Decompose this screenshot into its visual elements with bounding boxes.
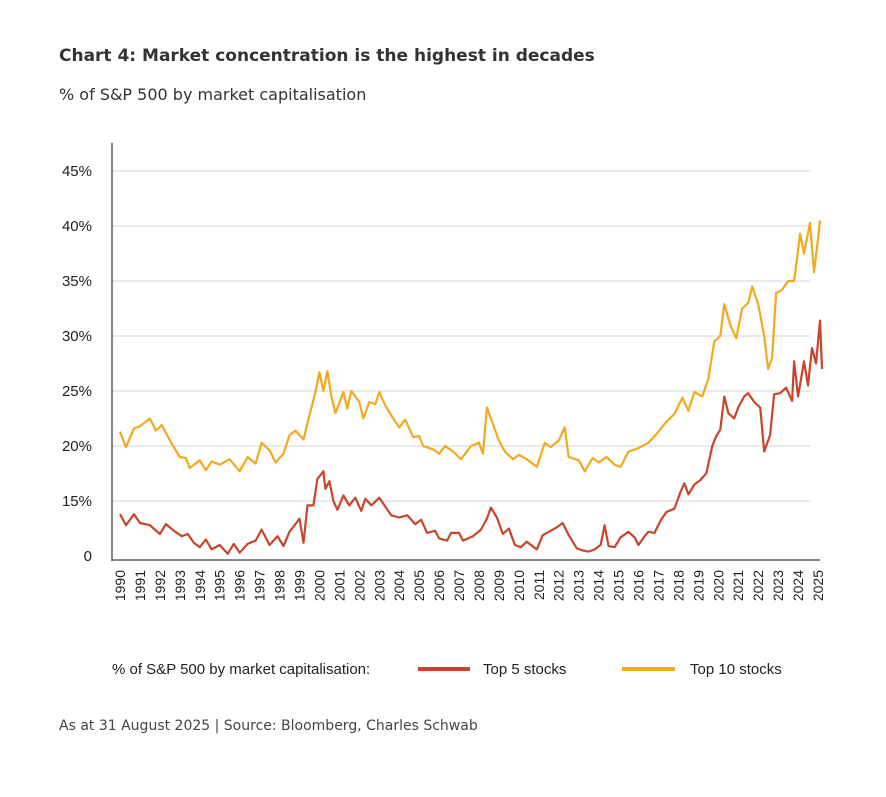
y-tick-labels: 0 15% 20% 25% 30% 35% 40% 45% bbox=[62, 163, 92, 565]
x-tick-label: 2005 bbox=[411, 570, 427, 601]
x-tick-label: 2012 bbox=[551, 570, 567, 601]
x-tick-label: 2002 bbox=[351, 570, 367, 601]
y-tick-label: 25% bbox=[62, 383, 92, 400]
x-tick-label: 2024 bbox=[790, 570, 806, 601]
legend-label-top5: Top 5 stocks bbox=[483, 661, 566, 678]
x-tick-label: 2004 bbox=[391, 570, 407, 601]
x-tick-label: 1997 bbox=[252, 570, 268, 601]
x-tick-label: 2020 bbox=[710, 570, 726, 601]
x-tick-label: 2014 bbox=[591, 570, 607, 601]
chart-title: Chart 4: Market concentration is the hig… bbox=[59, 46, 595, 66]
x-tick-label: 1993 bbox=[172, 570, 188, 601]
legend: % of S&P 500 by market capitalisation: T… bbox=[112, 661, 782, 678]
x-tick-label: 2017 bbox=[650, 570, 666, 601]
x-tick-label: 2025 bbox=[810, 570, 826, 601]
series-line-top5 bbox=[119, 319, 824, 555]
x-tick-label: 2013 bbox=[571, 570, 587, 601]
x-tick-label: 1999 bbox=[291, 570, 307, 601]
legend-title: % of S&P 500 by market capitalisation: bbox=[112, 661, 370, 678]
x-tick-label: 2016 bbox=[631, 570, 647, 601]
x-tick-label: 1996 bbox=[232, 570, 248, 601]
x-tick-label: 2001 bbox=[331, 570, 347, 601]
x-tick-label: 2015 bbox=[611, 570, 627, 601]
x-tick-label: 2006 bbox=[431, 570, 447, 601]
x-tick-label: 1995 bbox=[212, 570, 228, 601]
x-tick-label: 2003 bbox=[371, 570, 387, 601]
x-tick-label: 2010 bbox=[511, 570, 527, 601]
x-tick-label: 2019 bbox=[690, 570, 706, 601]
gridlines bbox=[112, 170, 810, 502]
x-tick-labels: 1990 1991 1992 1993 1994 1995 1996 1997 1998 1999… bbox=[112, 570, 826, 601]
x-tick-label: 2022 bbox=[750, 570, 766, 601]
y-tick-label: 35% bbox=[62, 273, 92, 290]
x-tick-label: 2008 bbox=[471, 570, 487, 601]
x-tick-label: 2011 bbox=[531, 570, 547, 600]
y-tick-label: 20% bbox=[62, 438, 92, 455]
y-tick-label: 30% bbox=[62, 328, 92, 345]
y-tick-label: 15% bbox=[62, 493, 92, 510]
x-tick-label: 2000 bbox=[311, 570, 327, 601]
x-tick-label: 1994 bbox=[192, 570, 208, 601]
y-tick-label: 40% bbox=[62, 218, 92, 235]
y-tick-label: 45% bbox=[62, 163, 92, 180]
x-tick-label: 2018 bbox=[670, 570, 686, 601]
x-tick-label: 2023 bbox=[770, 570, 786, 601]
x-tick-label: 2009 bbox=[491, 570, 507, 601]
legend-label-top10: Top 10 stocks bbox=[690, 661, 782, 678]
x-tick-label: 1990 bbox=[112, 570, 128, 601]
x-tick-label: 1992 bbox=[152, 570, 168, 601]
x-tick-label: 1991 bbox=[132, 570, 148, 601]
x-tick-label: 2021 bbox=[730, 570, 746, 601]
chart-subtitle: % of S&P 500 by market capitalisation bbox=[59, 85, 367, 104]
series-lines bbox=[118, 220, 824, 555]
x-tick-label: 2007 bbox=[451, 570, 467, 601]
y-tick-label: 0 bbox=[84, 548, 92, 565]
series-line-top10 bbox=[118, 220, 822, 473]
source-footnote: As at 31 August 2025 | Source: Bloomberg… bbox=[59, 718, 478, 734]
x-tick-label: 1998 bbox=[272, 570, 288, 601]
